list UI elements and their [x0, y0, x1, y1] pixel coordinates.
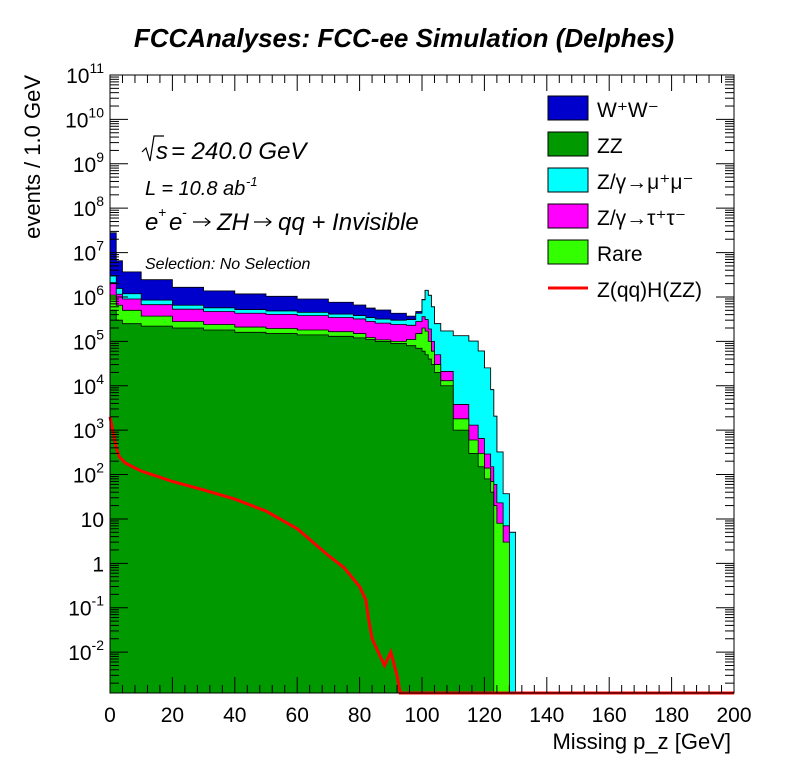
x-tick-label: 160	[592, 704, 627, 727]
y-tick-label: 109	[73, 149, 104, 177]
y-tick-label: 103	[73, 415, 104, 443]
chart-title: FCCAnalyses: FCC-ee Simulation (Delphes)	[134, 23, 674, 53]
annotation-energy: = 240.0 GeV	[171, 138, 308, 165]
legend-swatch	[547, 203, 589, 229]
legend-item: ZZ	[547, 131, 623, 158]
x-tick-label: 120	[467, 704, 502, 727]
histogram-zz	[109, 309, 516, 694]
x-tick-label: 140	[529, 704, 564, 727]
legend-label: Z(qq)H(ZZ)	[597, 279, 702, 302]
x-tick-label: 0	[104, 704, 116, 727]
x-axis: 0 20 40 60 80 100 120 140 160 180 200	[104, 75, 752, 727]
svg-text:-: -	[182, 204, 187, 220]
y-tick-label: 107	[73, 238, 104, 266]
legend-item: Z/γ→τ⁺τ⁻	[547, 203, 686, 230]
x-tick-label: 40	[223, 704, 246, 727]
x-tick-label: 100	[404, 704, 439, 727]
y-tick-label: 10-2	[68, 637, 104, 665]
svg-text:e: e	[169, 209, 182, 236]
y-tick-label: 1011	[66, 60, 104, 88]
y-tick-label: 1010	[65, 104, 104, 132]
legend-swatch	[547, 239, 589, 265]
legend-swatch	[547, 131, 589, 157]
x-tick-label: 200	[716, 704, 751, 727]
x-tick-label: 20	[161, 704, 184, 727]
annotation-lumi: L = 10.8 ab -1	[145, 174, 258, 200]
legend-label: ZZ	[597, 135, 623, 158]
x-tick-label: 60	[286, 704, 309, 727]
x-axis-label: Missing p_z [GeV]	[552, 729, 731, 754]
legend-swatch	[547, 95, 589, 121]
svg-text:e: e	[145, 209, 158, 236]
x-tick-label: 180	[654, 704, 689, 727]
annotation-lumi-text: L = 10.8 ab	[145, 178, 245, 200]
annotation-selection: Selection: No Selection	[145, 256, 311, 273]
y-tick-label: 108	[73, 193, 104, 221]
legend-item: Rare	[547, 239, 643, 266]
annotation-lumi-exp: -1	[246, 174, 258, 189]
legend-swatch	[547, 167, 589, 193]
y-tick-label: 104	[73, 371, 104, 399]
svg-text:ZH: ZH	[216, 209, 250, 236]
y-axis: 1011101010910810710610510410310210110-11…	[65, 60, 734, 684]
y-tick-label: 106	[73, 282, 104, 310]
y-tick-label: 10	[81, 509, 104, 532]
legend: W⁺W⁻ ZZ Z/γ→μ⁺μ⁻ Z/γ→τ⁺τ⁻ Rare Z(qq)H(ZZ)	[547, 95, 702, 302]
legend-item: W⁺W⁻	[547, 95, 659, 122]
x-tick-label: 80	[348, 704, 371, 727]
annotation-process: e + e - ZH qq + Invisible	[145, 204, 419, 236]
annotation-process-text: qq + Invisible	[278, 209, 419, 236]
y-tick-label: 10-1	[68, 593, 104, 621]
legend-item: Z/γ→μ⁺μ⁻	[547, 167, 694, 194]
legend-label: Z/γ→τ⁺τ⁻	[597, 207, 686, 230]
y-tick-label: 1	[92, 553, 104, 576]
y-tick-label: 105	[73, 326, 104, 354]
svg-text:+: +	[158, 204, 166, 220]
y-axis-label: events / 1.0 GeV	[20, 75, 45, 239]
legend-label: Z/γ→μ⁺μ⁻	[597, 171, 694, 194]
legend-label: W⁺W⁻	[597, 99, 659, 122]
y-tick-label: 102	[73, 460, 104, 488]
legend-label: Rare	[597, 243, 643, 266]
stacked-histograms	[109, 232, 516, 694]
annotation-sqrt-s: s = 240.0 GeV	[141, 135, 308, 165]
svg-text:s: s	[156, 138, 168, 165]
legend-item: Z(qq)H(ZZ)	[548, 279, 702, 302]
